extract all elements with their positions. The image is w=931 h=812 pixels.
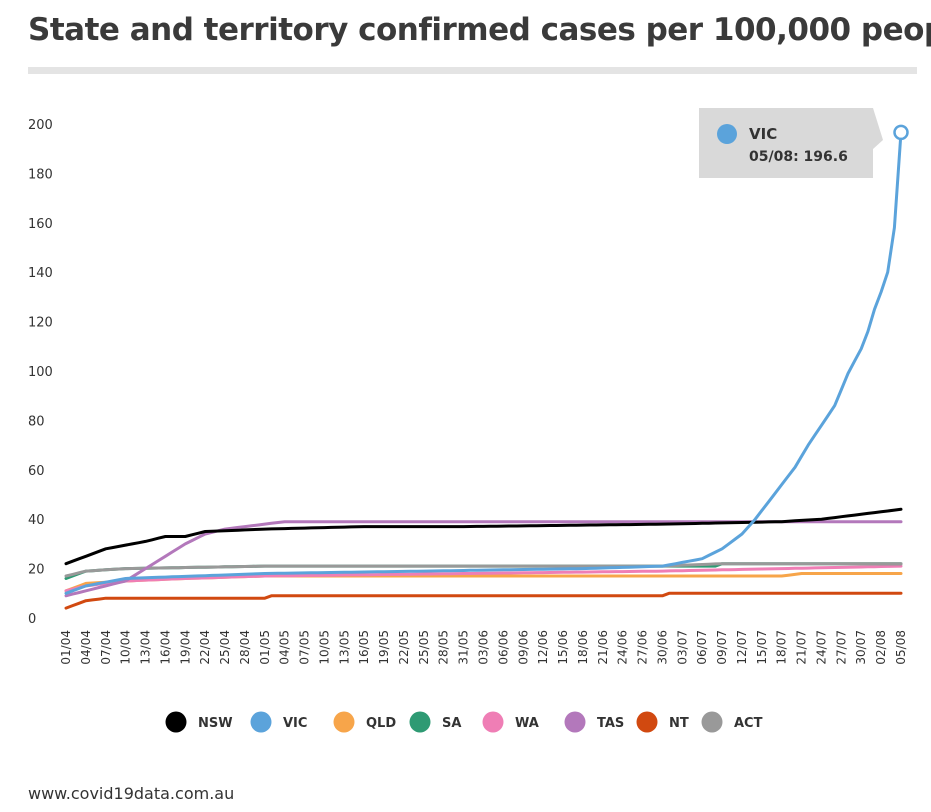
series-line-wa[interactable] [64,564,903,593]
x-tick-label: 21/07 [795,630,809,665]
x-tick-label: 03/07 [675,630,689,665]
legend-item-sa[interactable]: SA [409,711,462,733]
x-tick-label: 24/07 [814,630,828,665]
x-tick-label: 01/04 [59,630,73,665]
x-tick-label: 31/05 [457,630,471,665]
y-tick-label: 180 [28,167,53,182]
legend-swatch [636,711,658,733]
series-line-nsw[interactable] [64,507,903,566]
legend-swatch [564,711,586,733]
legend-label: SA [442,716,461,731]
x-tick-label: 12/06 [536,630,550,665]
x-tick-label: 07/04 [99,630,113,665]
x-tick-label: 18/06 [576,630,590,665]
y-tick-label: 80 [28,414,45,429]
legend-swatch [333,711,355,733]
y-tick-label: 100 [28,365,53,380]
x-tick-label: 09/06 [516,630,530,665]
source-footer[interactable]: www.covid19data.com.au [28,784,235,803]
legend-label: WA [515,716,539,731]
x-tick-label: 04/04 [79,630,93,665]
legend-swatch [250,711,272,733]
series-line-vic[interactable] [64,130,903,595]
title-divider [28,67,917,74]
x-tick-label: 27/07 [834,630,848,665]
y-tick-label: 160 [28,217,53,232]
legend-label: ACT [734,716,763,731]
x-tick-label: 19/04 [178,630,192,665]
tooltip-series-name: VIC [749,125,777,143]
legend-label: NSW [198,716,233,731]
legend-label: VIC [283,716,307,731]
x-tick-label: 28/04 [238,630,252,665]
x-tick-label: 25/04 [218,630,232,665]
x-tick-label: 16/05 [357,630,371,665]
x-tick-label: 15/07 [755,630,769,665]
x-tick-label: 22/04 [198,630,212,665]
legend-item-act[interactable]: ACT [701,711,763,733]
x-tick-label: 07/05 [298,630,312,665]
legend-label: QLD [366,716,396,731]
y-tick-label: 140 [28,266,53,281]
x-tick-label: 28/05 [437,630,451,665]
y-tick-label: 120 [28,316,53,331]
series-line-act[interactable] [64,562,903,578]
x-tick-label: 24/06 [616,630,630,665]
legend: NSW VIC QLD SA WA TAS NT ACT [165,711,763,733]
legend-item-qld[interactable]: QLD [333,711,397,733]
x-tick-label: 16/04 [158,630,172,665]
legend-swatch [482,711,504,733]
x-tick-label: 19/05 [377,630,391,665]
y-tick-label: 60 [28,464,45,479]
y-axis: 0 20 40 60 80 100 120 140 160 180 200 [28,118,53,627]
series-line-nt[interactable] [64,591,903,610]
legend-item-wa[interactable]: WA [482,711,539,733]
x-axis: 01/04 04/04 07/04 10/04 13/04 16/04 19/04 22/04… [59,630,908,665]
x-tick-label: 05/08 [894,630,908,665]
x-tick-label: 02/08 [874,630,888,665]
x-tick-label: 03/06 [477,630,491,665]
series-line-tas[interactable] [64,520,903,598]
tooltip-swatch [717,124,737,144]
tooltip-value: 05/08: 196.6 [749,149,848,165]
chart-title: State and territory confirmed cases per … [28,12,931,48]
x-tick-label: 01/05 [258,630,272,665]
x-tick-label: 10/04 [119,630,133,665]
x-tick-label: 12/07 [735,630,749,665]
x-tick-label: 25/05 [417,630,431,665]
x-tick-label: 30/07 [854,630,868,665]
x-tick-label: 09/07 [715,630,729,665]
y-tick-label: 20 [28,563,45,578]
legend-item-tas[interactable]: TAS [564,711,625,733]
y-tick-label: 200 [28,118,53,133]
x-tick-label: 22/05 [397,630,411,665]
x-tick-label: 06/06 [496,630,510,665]
y-tick-label: 40 [28,513,45,528]
legend-item-nsw[interactable]: NSW [165,711,233,733]
legend-item-vic[interactable]: VIC [250,711,308,733]
legend-swatch [701,711,723,733]
x-tick-label: 04/05 [278,630,292,665]
x-tick-label: 10/05 [317,630,331,665]
x-tick-label: 15/06 [556,630,570,665]
y-tick-label: 0 [28,612,36,627]
legend-swatch [409,711,431,733]
x-tick-label: 21/06 [596,630,610,665]
x-tick-label: 30/06 [655,630,669,665]
legend-item-nt[interactable]: NT [636,711,689,733]
series-lines [64,130,903,610]
x-tick-label: 06/07 [695,630,709,665]
x-tick-label: 18/07 [775,630,789,665]
tooltip-box [699,108,883,178]
legend-label: NT [669,716,689,731]
x-tick-label: 13/05 [337,630,351,665]
highlight-point[interactable] [893,124,909,141]
x-tick-label: 27/06 [636,630,650,665]
legend-label: TAS [597,716,624,731]
tooltip: VIC 05/08: 196.6 [699,108,909,178]
legend-swatch [165,711,187,733]
x-tick-label: 13/04 [139,630,153,665]
